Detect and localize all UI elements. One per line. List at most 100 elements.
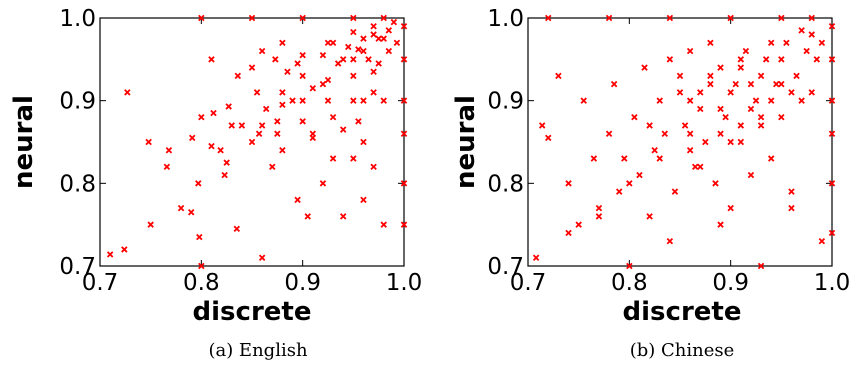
data-point: [121, 246, 128, 253]
data-point: [788, 89, 795, 96]
data-point: [595, 204, 603, 212]
data-point: [545, 14, 552, 22]
data-point: [656, 155, 663, 162]
data-point: [355, 46, 362, 53]
data-point: [380, 35, 387, 42]
data-point: [329, 155, 337, 162]
data-point: [686, 97, 694, 104]
data-point: [610, 80, 618, 88]
data-point: [165, 147, 173, 154]
data-point: [661, 130, 669, 137]
data-point: [234, 72, 242, 80]
data-point: [198, 113, 205, 121]
data-point: [350, 14, 357, 22]
data-point: [656, 97, 663, 104]
data-point: [747, 171, 755, 179]
data-point: [393, 39, 401, 47]
data-point: [747, 105, 755, 113]
data-point: [147, 221, 154, 228]
data-point: [385, 27, 393, 34]
data-point: [773, 80, 780, 88]
data-point: [370, 68, 377, 75]
data-point: [253, 89, 261, 96]
y-tick-label: 0.8: [487, 171, 524, 197]
data-point: [778, 80, 785, 88]
x-tick-label: 0.7: [82, 270, 119, 296]
data-point: [106, 251, 114, 258]
data-point: [324, 76, 332, 84]
data-point: [163, 163, 171, 171]
data-point: [223, 159, 230, 166]
data-point: [798, 97, 805, 104]
data-point: [712, 180, 719, 187]
data-point: [762, 56, 770, 63]
data-point: [289, 97, 296, 104]
data-point: [228, 122, 235, 129]
data-point: [258, 122, 266, 129]
data-point: [808, 31, 815, 38]
figure-caption: (b) Chinese: [630, 340, 735, 361]
data-point: [651, 147, 658, 154]
data-point: [350, 28, 357, 36]
data-point: [808, 89, 815, 96]
x-tick-label: 0.7: [510, 270, 547, 296]
data-point: [742, 47, 750, 55]
data-point: [258, 47, 266, 55]
x-tick-label: 0.9: [284, 270, 321, 296]
data-point: [380, 221, 387, 228]
data-point: [737, 56, 745, 63]
data-point: [737, 138, 745, 146]
data-point: [248, 14, 256, 22]
data-point: [319, 80, 327, 88]
data-point: [702, 138, 709, 146]
data-point: [370, 89, 377, 96]
data-point: [666, 14, 674, 22]
data-point: [360, 97, 367, 104]
data-point: [707, 80, 714, 88]
x-axis-label: discrete: [193, 297, 312, 327]
data-point: [334, 60, 342, 67]
data-point: [360, 196, 367, 204]
data-point: [757, 122, 765, 129]
data-point: [757, 72, 765, 80]
data-point: [631, 113, 638, 121]
data-point: [365, 56, 372, 63]
data-point: [727, 204, 734, 212]
data-point: [605, 14, 613, 22]
x-tick-label: 1.0: [386, 270, 423, 296]
data-point: [248, 64, 256, 71]
data-point: [697, 163, 704, 171]
data-point: [676, 89, 684, 96]
data-point: [350, 97, 357, 104]
data-point: [319, 180, 327, 187]
y-tick-label: 1.0: [59, 6, 96, 32]
data-point: [339, 126, 347, 133]
data-point: [339, 56, 347, 63]
data-point: [208, 142, 215, 150]
y-tick-label: 0.7: [487, 254, 524, 280]
data-point: [198, 262, 205, 270]
data-point: [595, 213, 603, 220]
data-point: [195, 180, 202, 187]
data-point: [636, 171, 643, 179]
data-point: [828, 23, 836, 30]
data-point: [788, 204, 795, 212]
data-point: [828, 180, 836, 187]
data-point: [666, 56, 674, 63]
data-point: [671, 188, 679, 195]
data-point: [707, 39, 714, 47]
data-point: [299, 118, 306, 125]
data-point: [400, 23, 408, 30]
y-axis-label: neural: [451, 95, 481, 189]
data-point: [707, 72, 714, 80]
data-point: [828, 97, 836, 104]
data-point: [329, 113, 337, 121]
data-point: [233, 225, 241, 233]
x-tick-label: 0.8: [183, 270, 220, 296]
data-point: [626, 262, 633, 270]
data-point: [828, 56, 836, 63]
data-point: [686, 47, 694, 55]
data-point: [737, 122, 745, 129]
data-point: [345, 43, 352, 51]
data-point: [188, 134, 196, 142]
